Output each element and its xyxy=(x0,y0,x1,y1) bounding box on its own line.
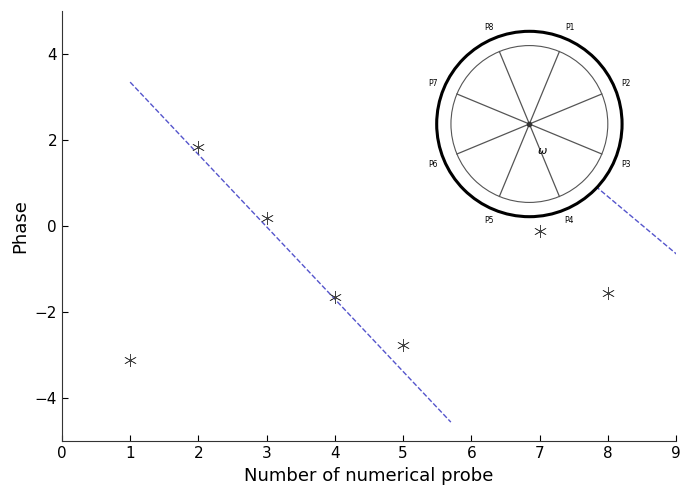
Point xyxy=(602,289,613,297)
Point xyxy=(261,214,272,222)
Point xyxy=(534,227,545,235)
Text: P8: P8 xyxy=(484,23,494,32)
Text: P1: P1 xyxy=(565,23,574,32)
Text: P7: P7 xyxy=(428,79,437,88)
Text: $\omega$: $\omega$ xyxy=(537,146,547,156)
Text: P3: P3 xyxy=(621,160,631,169)
Text: P4: P4 xyxy=(565,216,574,225)
X-axis label: Number of numerical probe: Number of numerical probe xyxy=(244,467,493,485)
Point xyxy=(466,143,477,151)
Text: P5: P5 xyxy=(484,216,494,225)
Text: P2: P2 xyxy=(621,79,631,88)
Point xyxy=(329,293,340,301)
Point xyxy=(193,143,204,151)
Point xyxy=(125,356,136,364)
Text: P6: P6 xyxy=(428,160,437,169)
Circle shape xyxy=(437,31,622,217)
Y-axis label: Phase: Phase xyxy=(11,199,29,253)
Point xyxy=(397,341,408,349)
